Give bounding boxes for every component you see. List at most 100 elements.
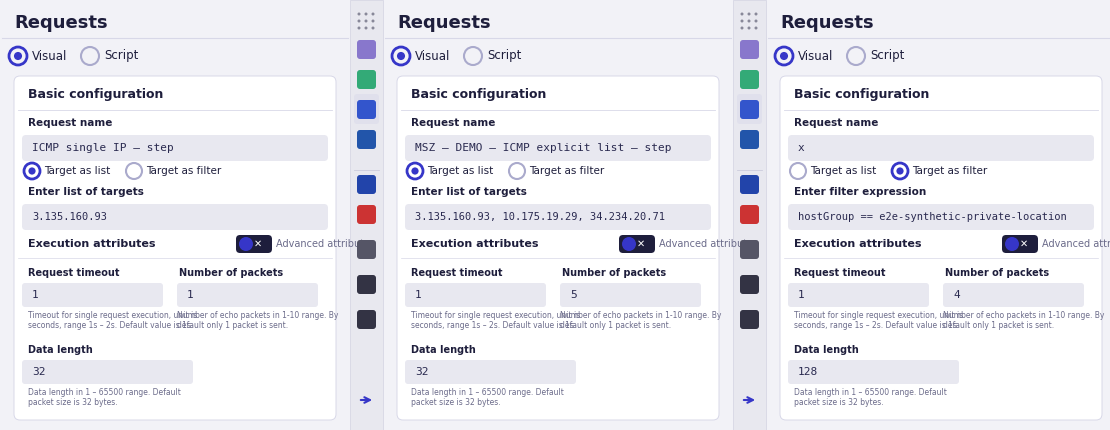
FancyBboxPatch shape (740, 100, 759, 119)
Circle shape (372, 27, 374, 30)
FancyBboxPatch shape (405, 283, 546, 307)
Text: Request timeout: Request timeout (28, 268, 120, 278)
FancyBboxPatch shape (357, 100, 376, 119)
Circle shape (372, 19, 374, 22)
Circle shape (412, 167, 418, 175)
Text: Request name: Request name (28, 118, 112, 128)
Bar (383, 0, 733, 430)
FancyBboxPatch shape (788, 360, 959, 384)
FancyBboxPatch shape (740, 175, 759, 194)
Circle shape (755, 27, 757, 30)
Text: ✕: ✕ (1020, 239, 1028, 249)
FancyBboxPatch shape (740, 40, 759, 59)
FancyBboxPatch shape (561, 283, 702, 307)
Text: Advanced attributes: Advanced attributes (1042, 239, 1110, 249)
FancyBboxPatch shape (788, 283, 929, 307)
FancyBboxPatch shape (357, 240, 376, 259)
Text: Basic configuration: Basic configuration (794, 88, 929, 101)
Text: Data length: Data length (411, 345, 476, 355)
FancyBboxPatch shape (357, 275, 376, 294)
Text: Script: Script (104, 49, 139, 62)
Text: Target as filter: Target as filter (147, 166, 221, 176)
Circle shape (364, 27, 367, 30)
Text: Number of packets: Number of packets (562, 268, 666, 278)
Circle shape (740, 19, 744, 22)
Text: Basic configuration: Basic configuration (411, 88, 546, 101)
FancyBboxPatch shape (788, 135, 1094, 161)
Text: 1: 1 (798, 290, 805, 300)
FancyBboxPatch shape (176, 283, 317, 307)
Circle shape (747, 19, 750, 22)
FancyBboxPatch shape (357, 310, 376, 329)
FancyBboxPatch shape (397, 76, 719, 420)
FancyBboxPatch shape (740, 240, 759, 259)
Circle shape (397, 52, 405, 60)
Text: Requests: Requests (397, 14, 491, 32)
FancyBboxPatch shape (357, 70, 376, 89)
FancyBboxPatch shape (22, 283, 163, 307)
FancyBboxPatch shape (357, 130, 376, 149)
Text: Execution attributes: Execution attributes (28, 239, 155, 249)
Text: Request name: Request name (794, 118, 878, 128)
Text: Number of echo packets in 1-10 range. By
default only 1 packet is sent.: Number of echo packets in 1-10 range. By… (176, 311, 339, 330)
FancyBboxPatch shape (740, 130, 759, 149)
FancyBboxPatch shape (740, 310, 759, 329)
FancyBboxPatch shape (405, 135, 712, 161)
FancyBboxPatch shape (944, 283, 1084, 307)
Text: Number of packets: Number of packets (179, 268, 283, 278)
FancyBboxPatch shape (357, 175, 376, 194)
Text: 32: 32 (415, 367, 428, 377)
Text: 32: 32 (32, 367, 46, 377)
Text: Data length: Data length (794, 345, 859, 355)
Circle shape (1005, 237, 1019, 251)
Circle shape (372, 12, 374, 15)
Circle shape (364, 19, 367, 22)
Circle shape (897, 167, 904, 175)
Circle shape (747, 12, 750, 15)
Text: Data length: Data length (28, 345, 93, 355)
Text: Data length in 1 – 65500 range. Default
packet size is 32 bytes.: Data length in 1 – 65500 range. Default … (411, 388, 564, 407)
Text: 1: 1 (32, 290, 39, 300)
Text: 3.135.160.93, 10.175.19.29, 34.234.20.71: 3.135.160.93, 10.175.19.29, 34.234.20.71 (415, 212, 665, 222)
Text: Visual: Visual (798, 49, 834, 62)
Text: 1: 1 (186, 290, 194, 300)
FancyBboxPatch shape (22, 204, 327, 230)
FancyBboxPatch shape (740, 275, 759, 294)
Text: Target as list: Target as list (810, 166, 876, 176)
Text: Timeout for single request execution, unit is
seconds, range 1s – 2s. Default va: Timeout for single request execution, un… (794, 311, 963, 330)
Text: Number of echo packets in 1-10 range. By
default only 1 packet is sent.: Number of echo packets in 1-10 range. By… (944, 311, 1104, 330)
Bar (733, 0, 766, 430)
Text: Basic configuration: Basic configuration (28, 88, 163, 101)
Text: x: x (798, 143, 805, 153)
Text: ✕: ✕ (254, 239, 262, 249)
FancyBboxPatch shape (22, 135, 327, 161)
Text: Request timeout: Request timeout (411, 268, 503, 278)
Text: Target as list: Target as list (44, 166, 110, 176)
FancyBboxPatch shape (788, 204, 1094, 230)
Text: Target as list: Target as list (427, 166, 493, 176)
Text: Data length in 1 – 65500 range. Default
packet size is 32 bytes.: Data length in 1 – 65500 range. Default … (794, 388, 947, 407)
Circle shape (755, 12, 757, 15)
FancyBboxPatch shape (354, 94, 379, 124)
FancyBboxPatch shape (1002, 235, 1038, 253)
FancyBboxPatch shape (357, 40, 376, 59)
Text: Requests: Requests (14, 14, 108, 32)
Text: Request timeout: Request timeout (794, 268, 886, 278)
Text: Execution attributes: Execution attributes (411, 239, 538, 249)
Text: Timeout for single request execution, unit is
seconds, range 1s – 2s. Default va: Timeout for single request execution, un… (411, 311, 581, 330)
Circle shape (14, 52, 22, 60)
Text: 5: 5 (571, 290, 577, 300)
FancyBboxPatch shape (737, 94, 761, 124)
FancyBboxPatch shape (740, 205, 759, 224)
FancyBboxPatch shape (357, 205, 376, 224)
Bar (350, 0, 383, 430)
FancyBboxPatch shape (740, 70, 759, 89)
Circle shape (740, 12, 744, 15)
Text: ✕: ✕ (637, 239, 645, 249)
Text: 1: 1 (415, 290, 422, 300)
Text: MSZ – DEMO – ICMP explicit list – step: MSZ – DEMO – ICMP explicit list – step (415, 143, 672, 153)
FancyBboxPatch shape (236, 235, 272, 253)
Circle shape (740, 27, 744, 30)
Text: Visual: Visual (32, 49, 68, 62)
Circle shape (622, 237, 636, 251)
